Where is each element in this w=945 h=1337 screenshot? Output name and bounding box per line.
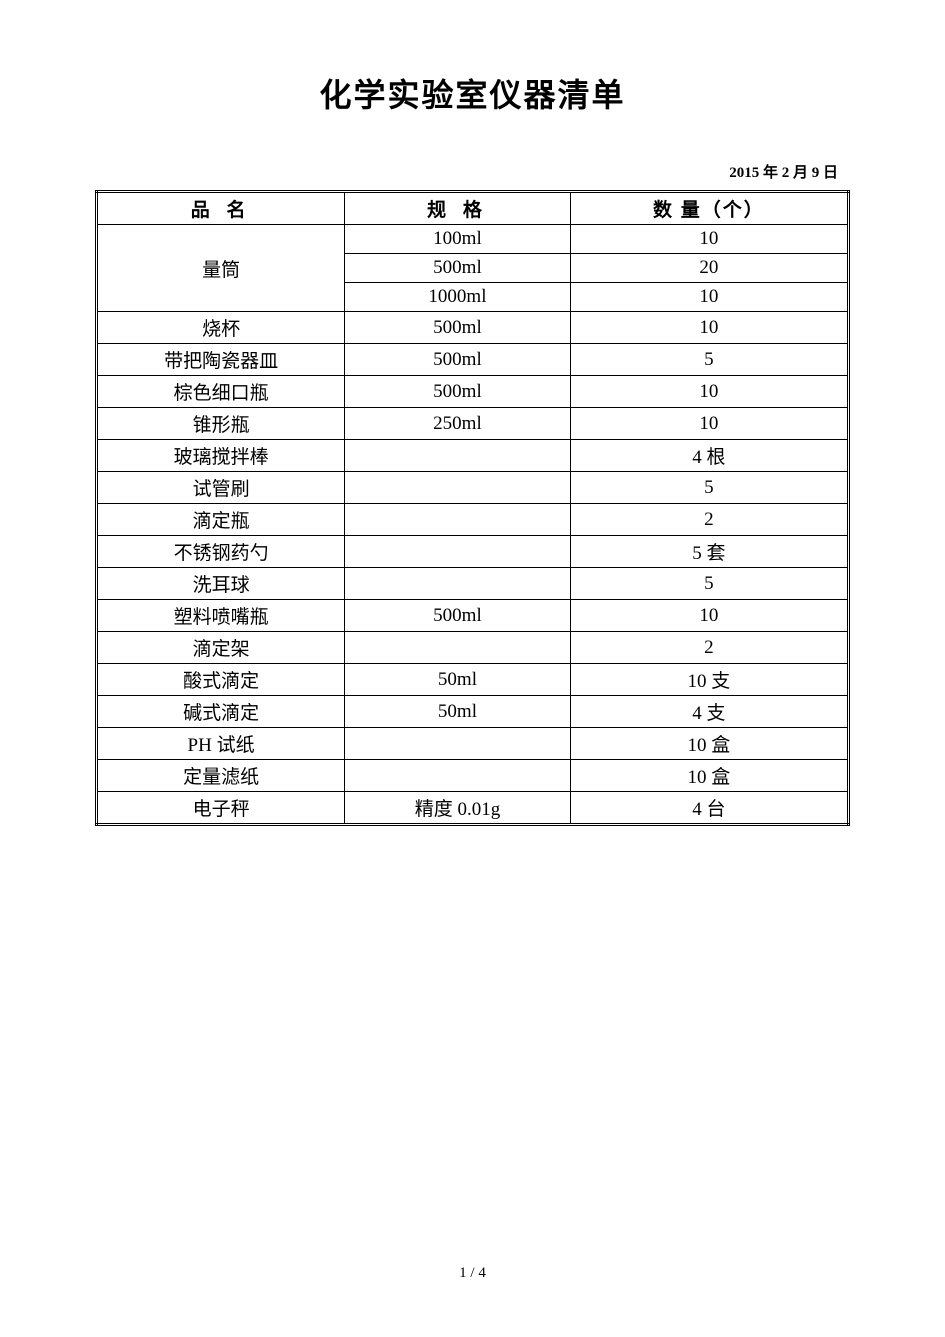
table-row: 烧杯 500ml 10: [97, 312, 849, 344]
cell-spec: 500ml: [345, 312, 571, 344]
cell-spec: [345, 632, 571, 664]
page-number: 1 / 4: [0, 1265, 945, 1282]
cell-qty: 10: [570, 376, 848, 408]
cell-name: 烧杯: [97, 312, 345, 344]
cell-spec: 250ml: [345, 408, 571, 440]
cell-name: 玻璃搅拌棒: [97, 440, 345, 472]
page-title: 化学实验室仪器清单: [95, 70, 850, 116]
cell-spec: [345, 440, 571, 472]
cell-spec: [345, 472, 571, 504]
cell-name: 滴定架: [97, 632, 345, 664]
cell-qty: 5: [570, 344, 848, 376]
cell-qty: 10: [570, 600, 848, 632]
cell-name: 试管刷: [97, 472, 345, 504]
cell-qty: 5 套: [570, 536, 848, 568]
cell-spec: 500ml: [345, 254, 571, 283]
cell-name: 洗耳球: [97, 568, 345, 600]
cell-spec: [345, 568, 571, 600]
document-date: 2015 年 2 月 9 日: [95, 161, 850, 182]
cell-qty: 10: [570, 283, 848, 312]
cell-name: 碱式滴定: [97, 696, 345, 728]
cell-spec: 500ml: [345, 344, 571, 376]
table-row: PH 试纸 10 盒: [97, 728, 849, 760]
table-row: 试管刷 5: [97, 472, 849, 504]
cell-spec: [345, 504, 571, 536]
cell-qty: 10 支: [570, 664, 848, 696]
cell-spec: 100ml: [345, 225, 571, 254]
table-row: 量筒 100ml 10: [97, 225, 849, 254]
table-row: 滴定架 2: [97, 632, 849, 664]
header-quantity: 数 量（个）: [570, 192, 848, 225]
header-spec: 规 格: [345, 192, 571, 225]
cell-qty: 10: [570, 408, 848, 440]
table-row: 锥形瓶 250ml 10: [97, 408, 849, 440]
table-body: 量筒 100ml 10 500ml 20 1000ml 10 烧杯 500ml …: [97, 225, 849, 825]
table-row: 定量滤纸 10 盒: [97, 760, 849, 792]
cell-name: 电子秤: [97, 792, 345, 825]
cell-spec: [345, 536, 571, 568]
cell-qty: 20: [570, 254, 848, 283]
cell-spec: 50ml: [345, 664, 571, 696]
table-row: 塑料喷嘴瓶 500ml 10: [97, 600, 849, 632]
cell-name: 滴定瓶: [97, 504, 345, 536]
cell-name: 酸式滴定: [97, 664, 345, 696]
table-header-row: 品 名 规 格 数 量（个）: [97, 192, 849, 225]
cell-name: 带把陶瓷器皿: [97, 344, 345, 376]
equipment-table: 品 名 规 格 数 量（个） 量筒 100ml 10 500ml 20 1000…: [95, 190, 850, 826]
cell-qty: 4 台: [570, 792, 848, 825]
cell-spec: 500ml: [345, 376, 571, 408]
header-name: 品 名: [97, 192, 345, 225]
cell-qty: 10: [570, 312, 848, 344]
cell-spec: [345, 760, 571, 792]
cell-name: 锥形瓶: [97, 408, 345, 440]
table-row: 棕色细口瓶 500ml 10: [97, 376, 849, 408]
cell-qty: 5: [570, 472, 848, 504]
cell-spec: 精度 0.01g: [345, 792, 571, 825]
table-row: 电子秤 精度 0.01g 4 台: [97, 792, 849, 825]
cell-qty: 2: [570, 632, 848, 664]
table-row: 洗耳球 5: [97, 568, 849, 600]
cell-spec: 500ml: [345, 600, 571, 632]
cell-name: 棕色细口瓶: [97, 376, 345, 408]
cell-name: 量筒: [97, 225, 345, 312]
table-row: 碱式滴定 50ml 4 支: [97, 696, 849, 728]
cell-spec: [345, 728, 571, 760]
cell-name: 定量滤纸: [97, 760, 345, 792]
table-row: 不锈钢药勺 5 套: [97, 536, 849, 568]
cell-name: 不锈钢药勺: [97, 536, 345, 568]
cell-qty: 10 盒: [570, 728, 848, 760]
cell-qty: 10 盒: [570, 760, 848, 792]
table-row: 滴定瓶 2: [97, 504, 849, 536]
cell-qty: 5: [570, 568, 848, 600]
cell-name: 塑料喷嘴瓶: [97, 600, 345, 632]
cell-name: PH 试纸: [97, 728, 345, 760]
cell-qty: 2: [570, 504, 848, 536]
cell-qty: 10: [570, 225, 848, 254]
table-row: 带把陶瓷器皿 500ml 5: [97, 344, 849, 376]
cell-qty: 4 根: [570, 440, 848, 472]
table-row: 酸式滴定 50ml 10 支: [97, 664, 849, 696]
cell-qty: 4 支: [570, 696, 848, 728]
cell-spec: 50ml: [345, 696, 571, 728]
table-row: 玻璃搅拌棒 4 根: [97, 440, 849, 472]
cell-spec: 1000ml: [345, 283, 571, 312]
